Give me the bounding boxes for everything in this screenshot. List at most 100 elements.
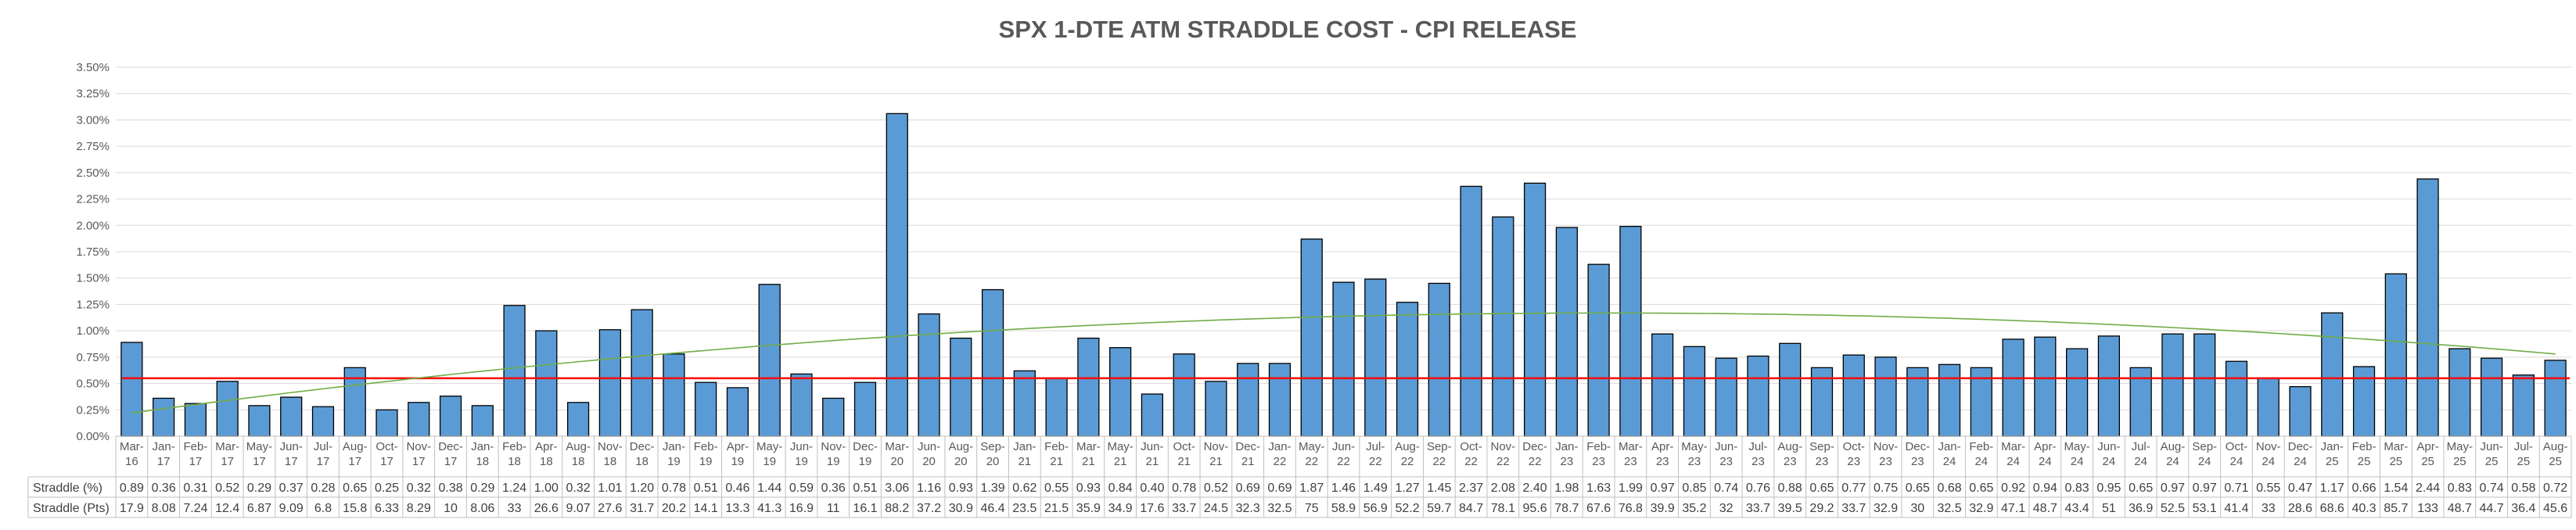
x-tick-label: Mar- <box>885 440 909 453</box>
x-tick-label: Aug- <box>566 440 591 453</box>
x-tick-label: Jun- <box>1332 440 1355 453</box>
x-tick-label: 25 <box>2485 455 2499 468</box>
x-tick-label: 23 <box>1719 455 1733 468</box>
x-tick-label: 20 <box>890 455 904 468</box>
x-tick-label: 19 <box>731 455 745 468</box>
x-tick-label: Jul- <box>314 440 332 453</box>
bar <box>1460 185 1482 437</box>
table-cell: 0.55 <box>2256 482 2280 495</box>
x-tick-label: 20 <box>986 455 1000 468</box>
x-tick-label: Jun- <box>2480 440 2502 453</box>
bar <box>2097 335 2120 437</box>
x-tick-label: 17 <box>348 455 361 468</box>
x-tick-label: 24 <box>2230 455 2244 468</box>
table-cell: 0.88 <box>1778 482 1802 495</box>
x-tick-label: 24 <box>2294 455 2307 468</box>
table-cell: 0.47 <box>2288 482 2312 495</box>
x-tick-label: 23 <box>1784 455 1797 468</box>
x-tick-label: 25 <box>2326 455 2339 468</box>
bar <box>598 329 621 437</box>
x-tick-label: 21 <box>1241 455 1255 468</box>
x-tick-label: Mar- <box>2384 440 2408 453</box>
table-cell: 0.93 <box>1076 482 1101 495</box>
x-tick-label: Jul- <box>2514 440 2533 453</box>
x-tick-label: 24 <box>2262 455 2275 468</box>
x-tick-label: 25 <box>2421 455 2434 468</box>
table-cell: 2.44 <box>2416 482 2440 495</box>
table-cell: 0.95 <box>2096 482 2121 495</box>
bar <box>1396 302 1419 437</box>
table-cell: 52.2 <box>1395 502 1419 515</box>
x-tick-label: 25 <box>2549 455 2562 468</box>
table-cell: 0.29 <box>247 482 271 495</box>
trendline <box>131 312 2556 414</box>
x-tick-label: 22 <box>1496 455 1510 468</box>
x-tick-label: 22 <box>1369 455 1382 468</box>
y-tick-label: 2.50% <box>76 167 110 180</box>
table-cell: 0.32 <box>407 482 431 495</box>
y-tick-label: 0.00% <box>76 430 110 443</box>
table-cell: 67.6 <box>1586 502 1611 515</box>
table-cell: 1.45 <box>1427 482 1451 495</box>
table-cell: 1.54 <box>2384 482 2408 495</box>
x-tick-label: Aug- <box>2161 440 2186 453</box>
table-cell: 1.20 <box>630 482 654 495</box>
table-cell: 0.75 <box>1874 482 1898 495</box>
table-cell: 28.6 <box>2288 502 2312 515</box>
table-cell: 41.4 <box>2224 502 2248 515</box>
x-tick-label: 24 <box>2134 455 2147 468</box>
bar <box>153 397 175 437</box>
bar <box>535 330 558 437</box>
x-tick-label: Aug- <box>343 440 368 453</box>
bar <box>1842 354 1865 437</box>
x-tick-label: 19 <box>667 455 681 468</box>
x-tick-label: May- <box>1681 440 1707 453</box>
x-tick-label: 23 <box>1847 455 1860 468</box>
bar <box>503 305 526 437</box>
bar <box>1428 282 1450 437</box>
bar <box>981 288 1004 437</box>
y-tick-label: 3.25% <box>76 88 110 101</box>
table-cell: 9.07 <box>566 502 591 515</box>
x-tick-label: 24 <box>2166 455 2179 468</box>
table-cell: 33 <box>2262 502 2276 515</box>
y-tick-label: 2.25% <box>76 193 110 206</box>
table-cell: 45.6 <box>2543 502 2567 515</box>
x-tick-label: Aug- <box>2543 440 2568 453</box>
x-tick-label: 19 <box>699 455 713 468</box>
x-tick-label: 24 <box>2071 455 2084 468</box>
bar <box>1300 238 1323 437</box>
x-tick-label: 21 <box>1114 455 1127 468</box>
table-cell: 1.00 <box>534 482 559 495</box>
bar <box>375 409 398 437</box>
table-cell: 0.52 <box>1204 482 1228 495</box>
x-tick-label: Jan- <box>1268 440 1291 453</box>
table-cell: 0.97 <box>2193 482 2217 495</box>
table-cell: 0.76 <box>1746 482 1770 495</box>
y-tick-label: 1.75% <box>76 245 110 259</box>
x-tick-label: 22 <box>1464 455 1478 468</box>
table-cell: 33.7 <box>1841 502 1866 515</box>
x-tick-label: 16 <box>125 455 138 468</box>
table-cell: 39.9 <box>1651 502 1675 515</box>
x-tick-label: 17 <box>444 455 458 468</box>
bar <box>1077 337 1100 437</box>
table-cell: 9.09 <box>279 502 304 515</box>
x-tick-label: Feb- <box>1044 440 1069 453</box>
table-cell: 53.1 <box>2193 502 2217 515</box>
x-tick-label: 24 <box>2198 455 2211 468</box>
table-cell: 41.3 <box>757 502 781 515</box>
x-tick-label: 24 <box>2007 455 2020 468</box>
x-tick-label: 22 <box>1337 455 1350 468</box>
table-cell: 6.87 <box>247 502 271 515</box>
x-tick-label: Dec- <box>2288 440 2313 453</box>
x-tick-label: Feb- <box>183 440 207 453</box>
trendline-path <box>131 312 2556 414</box>
table-cell: 133 <box>2417 502 2438 515</box>
x-tick-label: 20 <box>954 455 968 468</box>
table-cell: 47.1 <box>2001 502 2025 515</box>
x-tick-label: 25 <box>2389 455 2402 468</box>
table-cell: 0.68 <box>1937 482 1961 495</box>
chart-title: SPX 1-DTE ATM STRADDLE COST - CPI RELEAS… <box>999 16 1577 43</box>
